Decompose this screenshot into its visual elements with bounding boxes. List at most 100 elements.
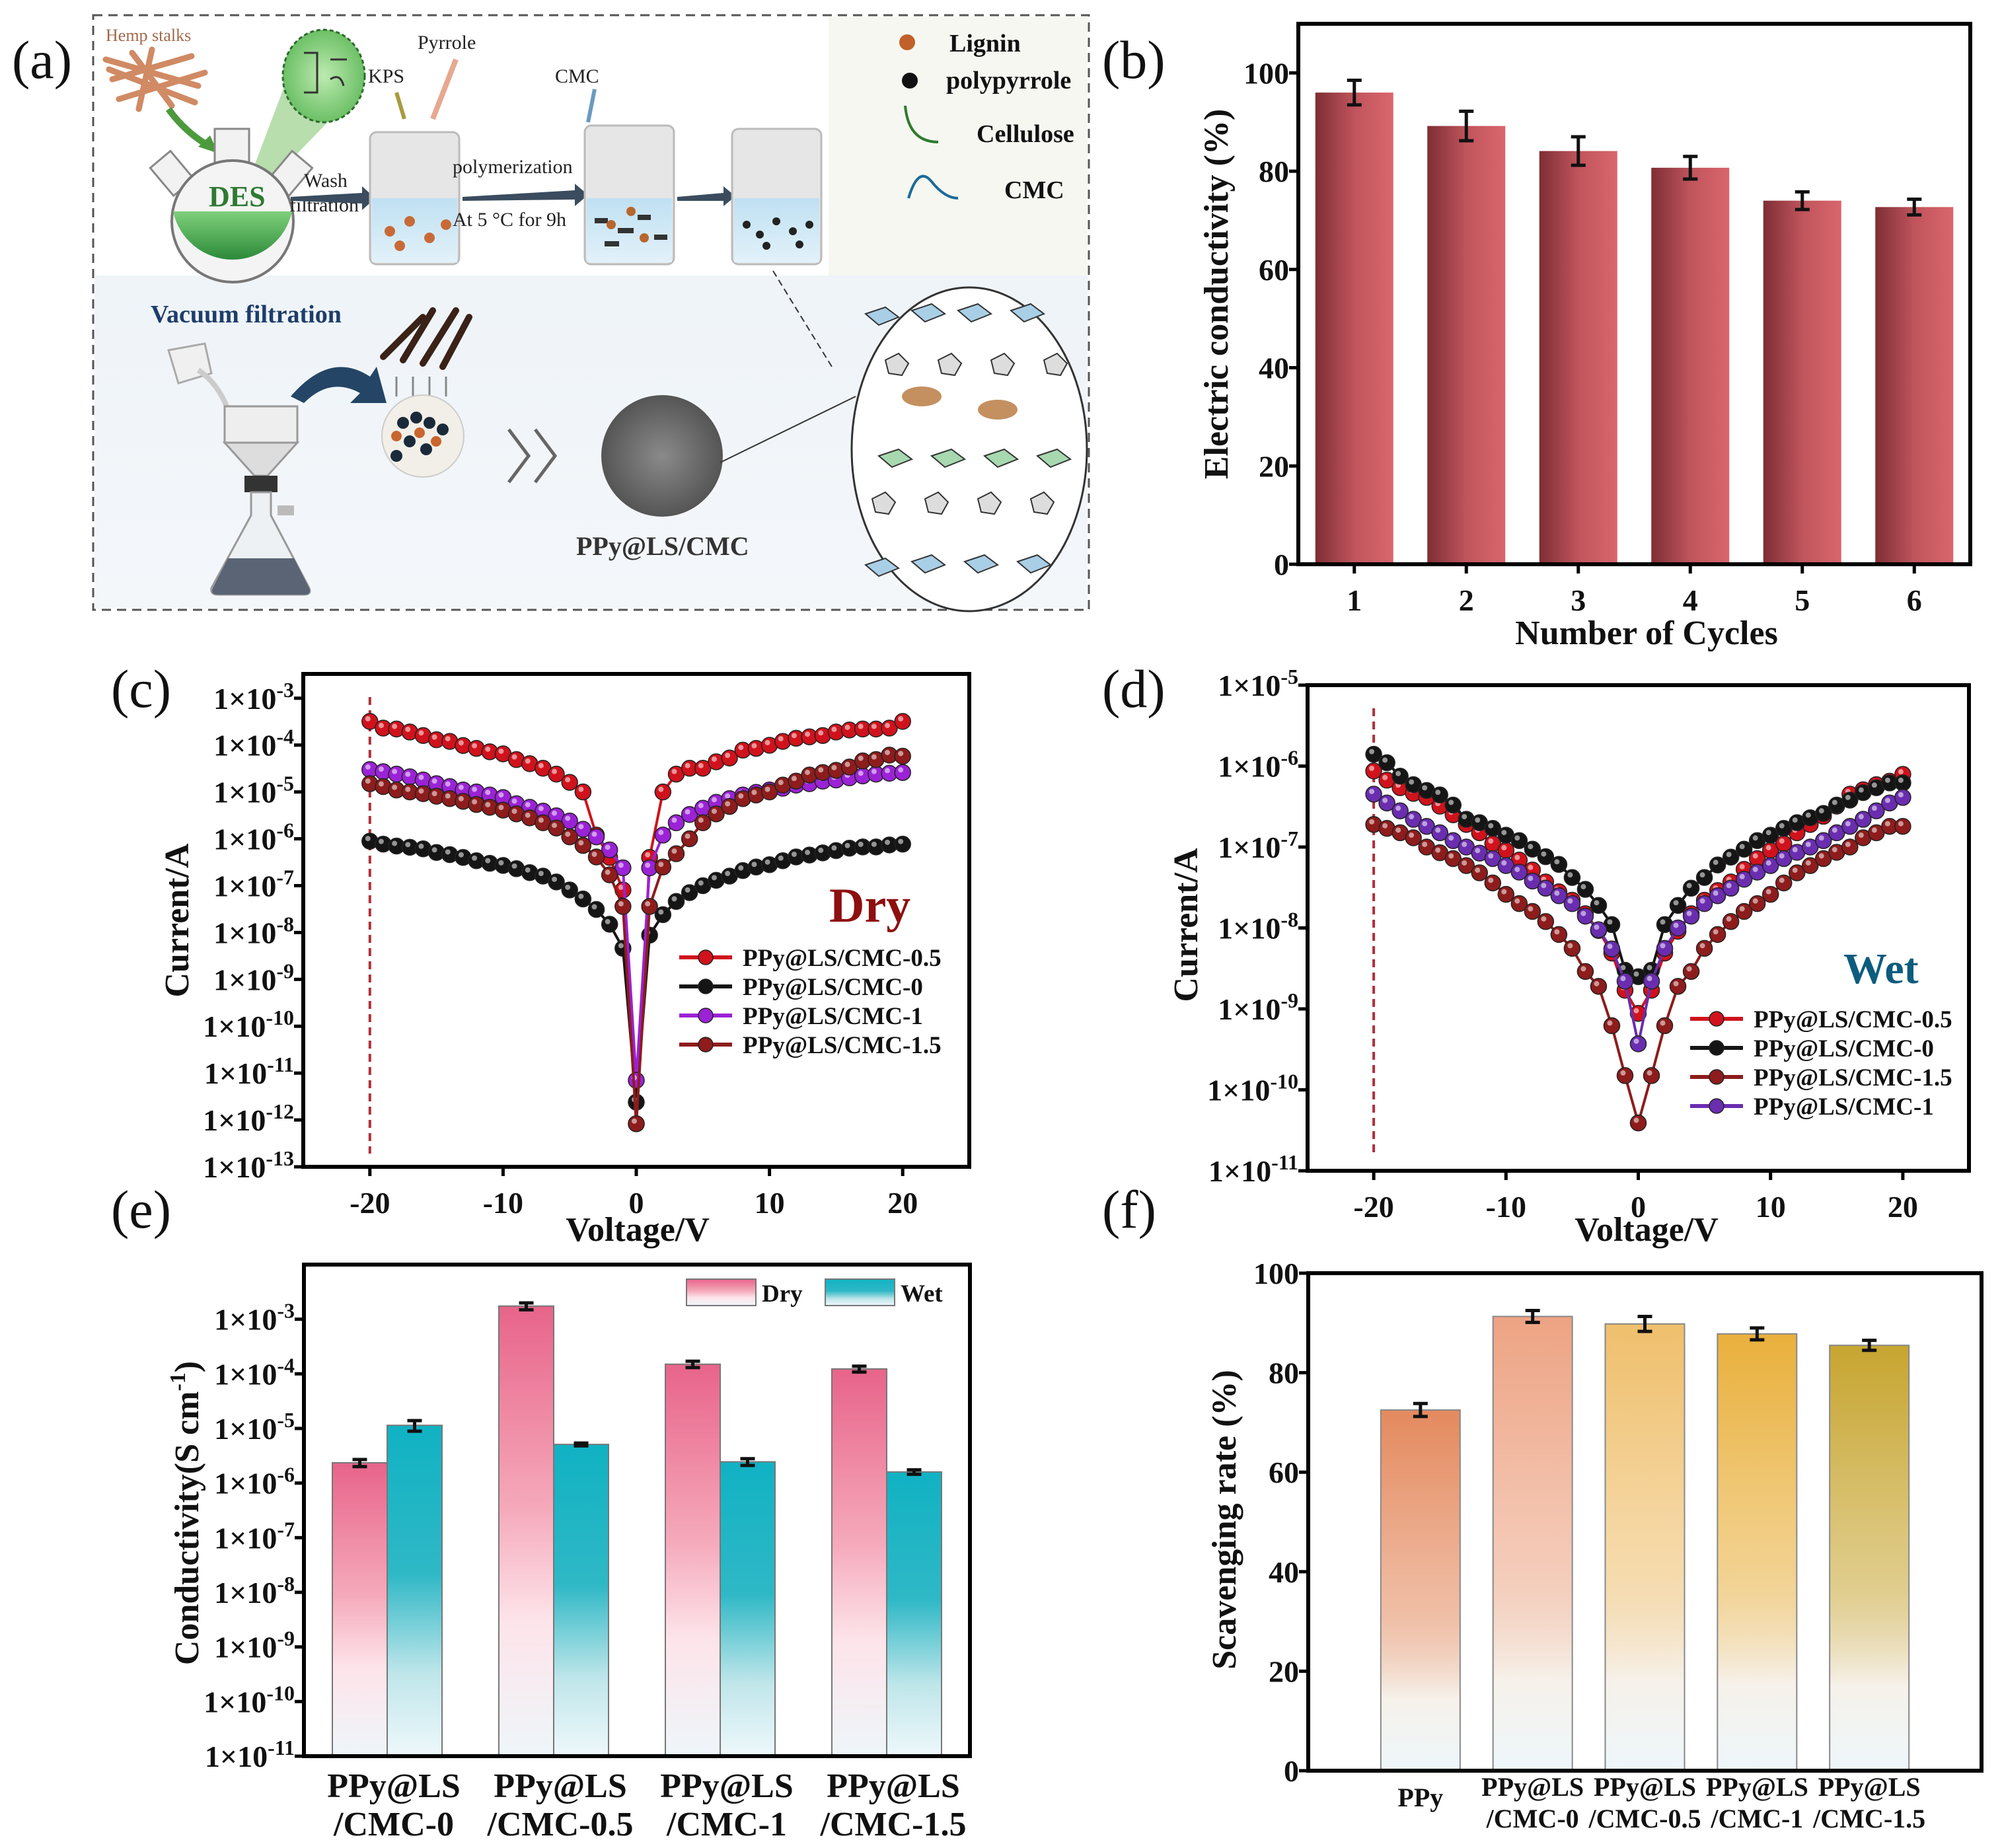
c-point-highlight [445, 781, 451, 787]
e-ytick-label: 1×10-4 [214, 1353, 295, 1391]
e-ytick-label: 1×10-3 [214, 1299, 295, 1337]
c-point-highlight [578, 840, 584, 846]
d-data-point [1563, 940, 1581, 957]
c-xtick-label: 0 [629, 1186, 644, 1220]
c-point-highlight [791, 733, 797, 739]
c-point-highlight [751, 743, 757, 749]
d-point-highlight [1858, 832, 1864, 838]
d-point-highlight [1792, 847, 1798, 853]
c-legend-marker [698, 979, 714, 994]
c-point-highlight [658, 862, 664, 868]
c-point-highlight [605, 918, 611, 924]
d-point-highlight [1647, 1070, 1652, 1076]
c-data-point [654, 858, 672, 875]
d-point-highlight [1739, 873, 1745, 879]
d-point-highlight [1409, 832, 1415, 838]
c-point-highlight [778, 780, 784, 786]
d-point-highlight [1501, 889, 1507, 895]
d-point-highlight [1752, 835, 1758, 841]
legend-cmc: CMC [1004, 176, 1064, 204]
c-point-highlight [805, 769, 811, 775]
b-xlabel: Number of Cycles [1515, 614, 1778, 652]
d-point-highlight [1739, 906, 1745, 912]
c-plot-frame [301, 672, 971, 1169]
e-ytick-label: 1×10-6 [214, 1463, 295, 1500]
d-data-point [1669, 897, 1687, 914]
d-point-highlight [1567, 872, 1573, 878]
c-point-highlight [671, 848, 677, 854]
c-point-highlight [831, 845, 837, 851]
polymerization-label: polymerization [453, 156, 573, 178]
c-point-highlight [431, 734, 437, 740]
des-flask-illustration [149, 28, 366, 283]
c-point-highlight [538, 870, 544, 876]
c-point-highlight [871, 841, 877, 847]
d-point-highlight [1462, 860, 1467, 866]
d-point-highlight [1594, 900, 1600, 906]
c-point-highlight [405, 771, 411, 777]
composite-zoom-circle [381, 394, 464, 478]
c-point-highlight [738, 745, 744, 751]
f-bar [1380, 1409, 1461, 1771]
c-point-highlight [671, 896, 677, 902]
d-ytick-label: 1×10-6 [1218, 746, 1298, 784]
c-point-highlight [725, 801, 731, 807]
c-point-highlight [645, 862, 651, 868]
c-point-highlight [365, 778, 371, 784]
c-point-highlight [418, 774, 424, 780]
f-ytick-label: 100 [1253, 1257, 1299, 1290]
c-point-highlight [805, 850, 811, 856]
d-point-highlight [1818, 835, 1824, 841]
d-point-highlight [1475, 868, 1481, 873]
c-point-highlight [365, 716, 371, 721]
c-point-highlight [885, 839, 891, 845]
c-point-highlight [605, 844, 611, 850]
c-point-highlight [511, 798, 517, 804]
d-data-point [1590, 921, 1608, 938]
d-point-highlight [1501, 845, 1507, 851]
d-point-highlight [1713, 890, 1719, 896]
d-point-highlight [1673, 900, 1679, 906]
c-point-highlight [698, 762, 704, 768]
d-xtick-label: 0 [1631, 1190, 1646, 1224]
c-point-highlight [365, 764, 371, 770]
d-point-highlight [1488, 877, 1494, 883]
c-point-highlight [392, 784, 398, 790]
d-ytick-label: 1×10-8 [1218, 908, 1298, 945]
c-point-highlight [552, 823, 558, 829]
e-bar-dry [332, 1461, 388, 1757]
d-data-point [1695, 940, 1713, 957]
c-point-highlight [392, 768, 398, 774]
d-point-highlight [1620, 965, 1626, 971]
d-data-point [1643, 1067, 1660, 1084]
c-point-highlight [618, 901, 624, 906]
e-bar-wet [553, 1444, 609, 1757]
c-point-highlight [418, 730, 424, 736]
c-point-highlight [591, 852, 597, 858]
d-data-point [1590, 978, 1608, 995]
d-point-highlight [1488, 853, 1494, 859]
c-point-highlight [431, 778, 437, 784]
d-point-highlight [1528, 875, 1534, 881]
e-bar-dry [831, 1368, 887, 1757]
d-point-highlight [1369, 765, 1375, 771]
d-data-point [1894, 789, 1911, 806]
hemp-stalks-label: Hemp stalks [106, 26, 191, 45]
c-xtick-label: 20 [887, 1186, 918, 1220]
d-data-point [1524, 903, 1541, 920]
dashed-border [92, 14, 1090, 611]
f-bar [1492, 1315, 1573, 1771]
c-point-highlight [458, 795, 464, 801]
arrow-icon [291, 186, 375, 210]
c-data-point [654, 827, 672, 844]
c-ytick-label: 1×10-13 [203, 1146, 294, 1184]
d-data-point [1603, 1017, 1621, 1035]
f-bar [1829, 1345, 1910, 1772]
d-point-highlight [1647, 965, 1652, 971]
d-point-highlight [1713, 860, 1719, 866]
d-point-highlight [1395, 770, 1401, 776]
d-legend-label: PPy@LS/CMC-1 [1754, 1093, 1934, 1121]
d-point-highlight [1818, 808, 1824, 814]
f-plot-frame [1306, 1271, 1983, 1773]
f-category-label: PPy@LS [1481, 1772, 1584, 1802]
